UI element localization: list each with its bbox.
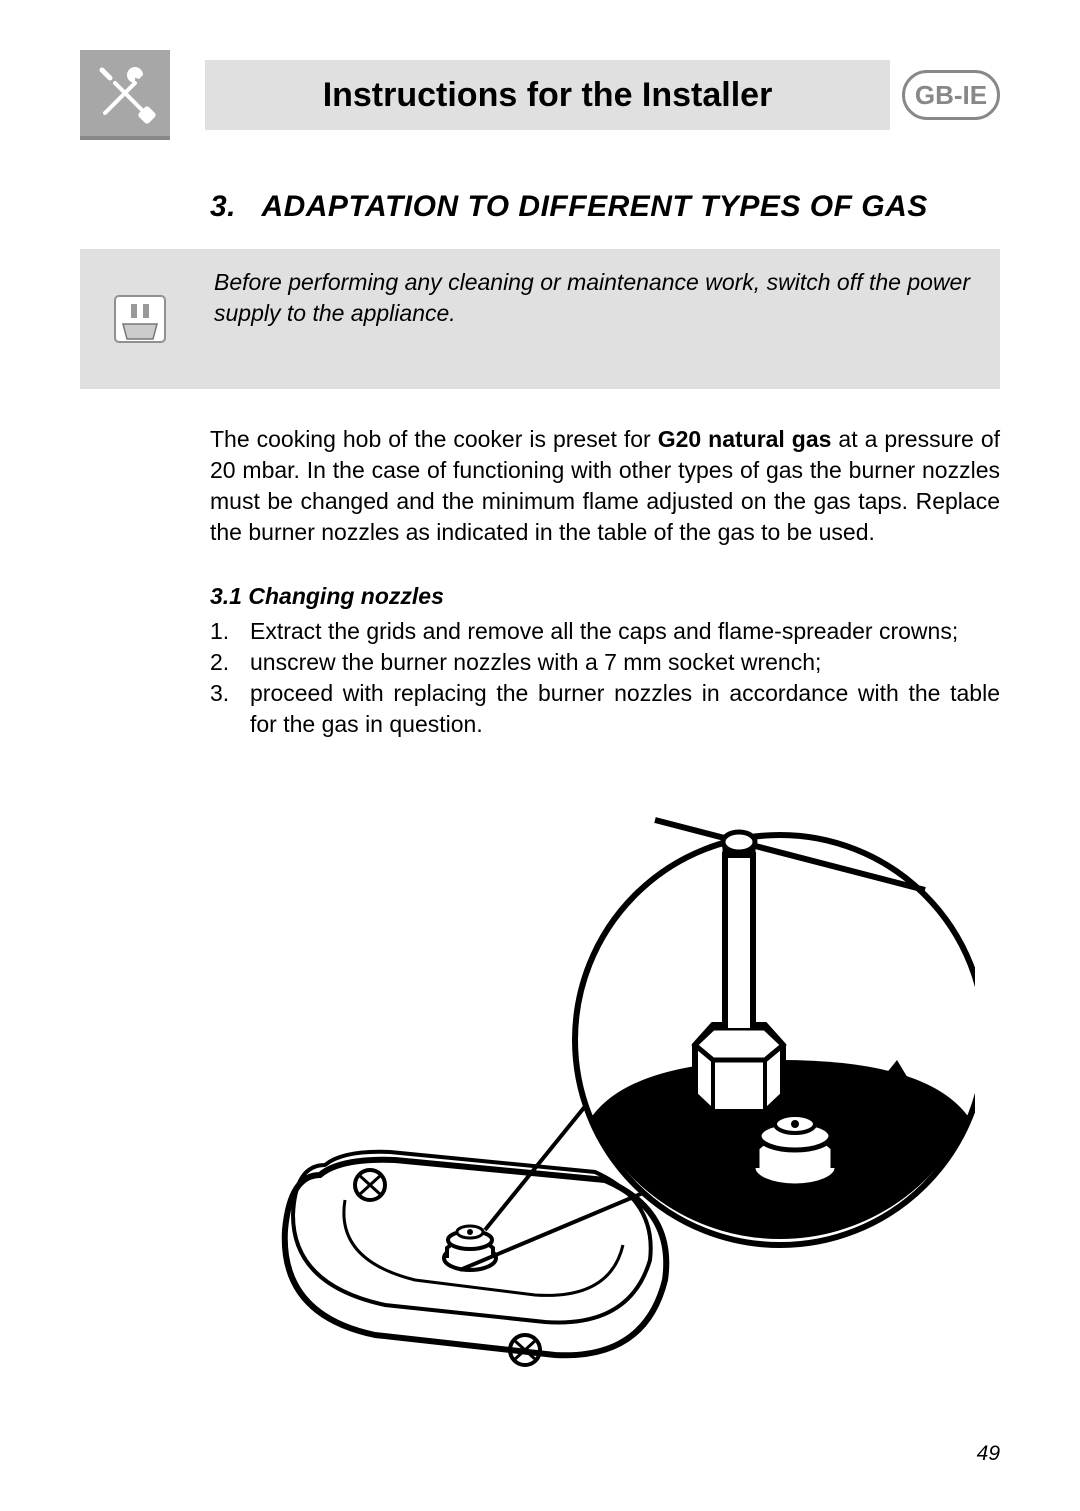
step-number: 3. bbox=[210, 678, 250, 740]
list-item: 2. unscrew the burner nozzles with a 7 m… bbox=[210, 647, 1000, 678]
list-item: 1. Extract the grids and remove all the … bbox=[210, 616, 1000, 647]
step-list: 1. Extract the grids and remove all the … bbox=[210, 616, 1000, 740]
list-item: 3. proceed with replacing the burner noz… bbox=[210, 678, 1000, 740]
warning-text: Before performing any cleaning or mainte… bbox=[214, 267, 970, 329]
region-badge-text: GB-IE bbox=[915, 80, 987, 111]
step-text: proceed with replacing the burner nozzle… bbox=[250, 678, 1000, 740]
subsection-number: 3.1 bbox=[210, 583, 242, 609]
body-pre: The cooking hob of the cooker is preset … bbox=[210, 426, 658, 452]
power-socket-icon bbox=[105, 284, 175, 354]
body-paragraph: The cooking hob of the cooker is preset … bbox=[210, 424, 1000, 548]
step-text: unscrew the burner nozzles with a 7 mm s… bbox=[250, 647, 1000, 678]
page-number: 49 bbox=[977, 1442, 1000, 1466]
nozzle-diagram bbox=[225, 760, 975, 1380]
region-badge: GB-IE bbox=[902, 70, 1000, 120]
step-text: Extract the grids and remove all the cap… bbox=[250, 616, 1000, 647]
page-title: Instructions for the Installer bbox=[323, 76, 773, 115]
warning-icon-box bbox=[80, 249, 200, 389]
tools-icon-box bbox=[80, 50, 170, 140]
warning-text-box: Before performing any cleaning or mainte… bbox=[200, 249, 1000, 389]
step-number: 1. bbox=[210, 616, 250, 647]
section-heading: 3. ADAPTATION TO DIFFERENT TYPES OF GAS bbox=[210, 190, 1000, 224]
title-bar: Instructions for the Installer bbox=[205, 60, 890, 130]
section-title: ADAPTATION TO DIFFERENT TYPES OF GAS bbox=[261, 190, 927, 223]
body-bold: G20 natural gas bbox=[658, 426, 832, 452]
page-header: Instructions for the Installer GB-IE bbox=[80, 50, 1000, 145]
subsection-heading: 3.1 Changing nozzles bbox=[210, 583, 1000, 610]
warning-callout: Before performing any cleaning or mainte… bbox=[80, 249, 1000, 389]
nozzle-diagram-svg bbox=[225, 760, 975, 1380]
section-number: 3. bbox=[210, 190, 236, 223]
subsection-title: Changing nozzles bbox=[248, 583, 444, 609]
crossed-tools-icon bbox=[90, 58, 160, 128]
step-number: 2. bbox=[210, 647, 250, 678]
manual-page: Instructions for the Installer GB-IE 3. … bbox=[0, 0, 1080, 1511]
